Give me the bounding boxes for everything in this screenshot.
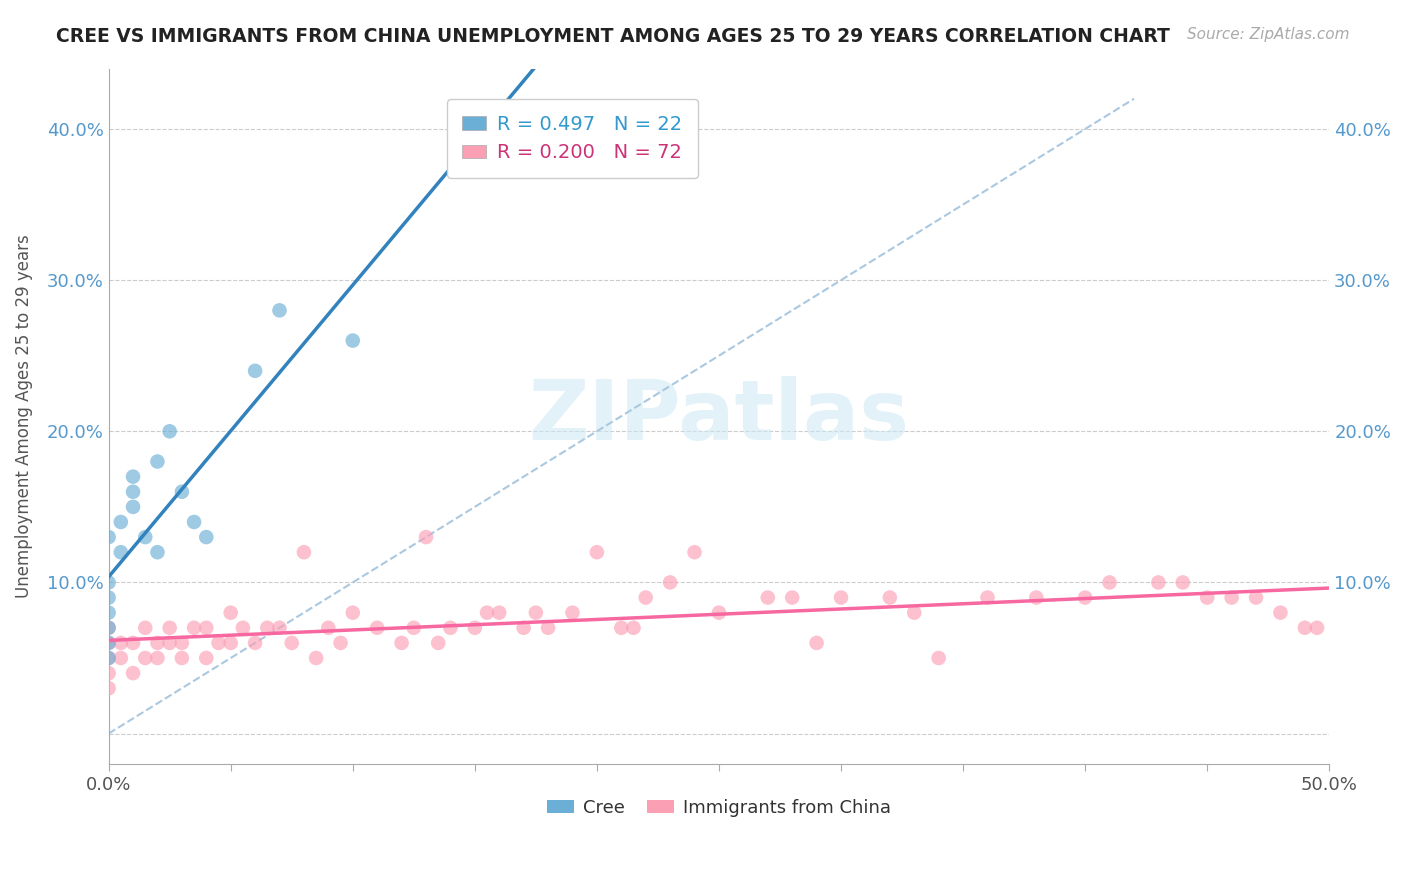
Point [97, 621, 120, 635]
Point [110, 651, 132, 665]
Point [159, 621, 181, 635]
Point [195, 651, 218, 665]
Point [159, 425, 181, 439]
Point [342, 606, 364, 620]
Point [280, 636, 302, 650]
Point [1244, 591, 1267, 605]
Point [318, 621, 340, 635]
Point [110, 545, 132, 559]
Point [146, 545, 169, 559]
Point [97, 651, 120, 665]
Point [122, 484, 145, 499]
Point [1197, 591, 1219, 605]
Point [1074, 591, 1097, 605]
Point [269, 621, 291, 635]
Point [1098, 575, 1121, 590]
Point [256, 621, 278, 635]
Point [537, 621, 560, 635]
Point [879, 591, 901, 605]
Point [415, 530, 437, 544]
Point [243, 364, 266, 378]
Point [1025, 591, 1047, 605]
Point [170, 651, 193, 665]
Point [122, 666, 145, 681]
Point [97, 651, 120, 665]
Point [134, 530, 156, 544]
Point [110, 636, 132, 650]
Point [659, 575, 682, 590]
Point [97, 591, 120, 605]
Point [512, 621, 534, 635]
Point [1294, 621, 1316, 635]
Point [134, 651, 156, 665]
Point [586, 545, 609, 559]
Legend: Cree, Immigrants from China: Cree, Immigrants from China [540, 792, 898, 824]
Point [928, 651, 950, 665]
Point [610, 621, 633, 635]
Point [195, 621, 218, 635]
Y-axis label: Unemployment Among Ages 25 to 29 years: Unemployment Among Ages 25 to 29 years [15, 235, 32, 598]
Point [391, 636, 413, 650]
Point [159, 636, 181, 650]
Point [97, 606, 120, 620]
Point [219, 636, 242, 650]
Point [1270, 606, 1292, 620]
Point [1306, 621, 1329, 635]
Point [1147, 575, 1170, 590]
Point [122, 469, 145, 483]
Point [329, 636, 352, 650]
Point [1171, 575, 1194, 590]
Point [97, 530, 120, 544]
Point [634, 591, 657, 605]
Point [269, 303, 291, 318]
Point [707, 606, 730, 620]
Point [561, 606, 583, 620]
Point [232, 621, 254, 635]
Point [195, 530, 218, 544]
Point [342, 334, 364, 348]
Point [305, 651, 328, 665]
Point [402, 621, 425, 635]
Point [146, 454, 169, 468]
Point [243, 636, 266, 650]
Point [134, 621, 156, 635]
Point [207, 636, 229, 650]
Point [683, 545, 706, 559]
Point [903, 606, 925, 620]
Point [1220, 591, 1243, 605]
Point [97, 636, 120, 650]
Point [122, 500, 145, 514]
Point [97, 575, 120, 590]
Point [170, 484, 193, 499]
Point [146, 651, 169, 665]
Point [97, 681, 120, 696]
Point [122, 636, 145, 650]
Point [219, 606, 242, 620]
Point [475, 606, 498, 620]
Point [780, 591, 803, 605]
Point [292, 545, 315, 559]
Point [110, 515, 132, 529]
Point [97, 621, 120, 635]
Point [524, 606, 547, 620]
Point [976, 591, 998, 605]
Point [806, 636, 828, 650]
Point [183, 515, 205, 529]
Point [146, 636, 169, 650]
Point [97, 636, 120, 650]
Text: ZIPatlas: ZIPatlas [529, 376, 910, 457]
Point [623, 621, 645, 635]
Point [170, 636, 193, 650]
Text: CREE VS IMMIGRANTS FROM CHINA UNEMPLOYMENT AMONG AGES 25 TO 29 YEARS CORRELATION: CREE VS IMMIGRANTS FROM CHINA UNEMPLOYME… [56, 27, 1170, 45]
Point [97, 666, 120, 681]
Point [830, 591, 852, 605]
Point [464, 621, 486, 635]
Point [439, 621, 461, 635]
Point [756, 591, 779, 605]
Point [427, 636, 450, 650]
Point [488, 606, 510, 620]
Text: Source: ZipAtlas.com: Source: ZipAtlas.com [1187, 27, 1350, 42]
Point [366, 621, 388, 635]
Point [183, 621, 205, 635]
